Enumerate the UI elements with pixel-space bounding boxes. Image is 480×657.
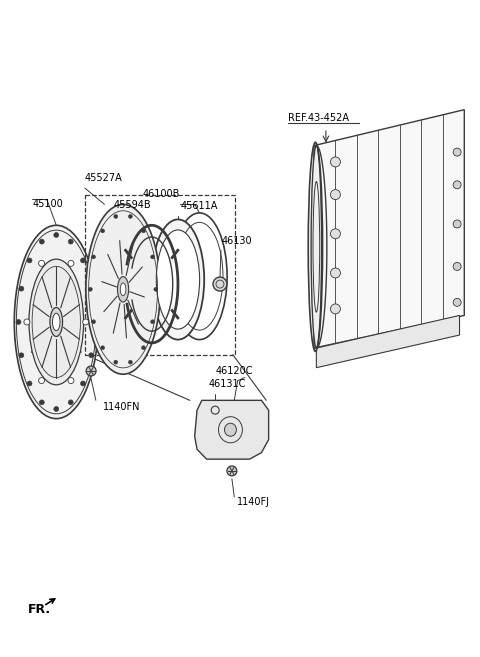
Circle shape [68,400,73,405]
Text: 46100B: 46100B [143,189,180,199]
Text: FR.: FR. [28,603,51,616]
Ellipse shape [156,230,200,329]
Circle shape [89,353,94,358]
Circle shape [330,190,340,200]
Ellipse shape [118,277,129,302]
Circle shape [330,229,340,238]
Circle shape [330,304,340,314]
Ellipse shape [14,225,98,419]
Circle shape [453,181,461,189]
Circle shape [54,233,59,237]
Polygon shape [316,315,459,368]
Circle shape [330,268,340,278]
Circle shape [39,400,44,405]
Circle shape [114,214,118,218]
Circle shape [38,260,45,266]
Circle shape [81,258,85,263]
Circle shape [142,346,145,350]
Circle shape [101,229,105,233]
Circle shape [27,381,32,386]
Text: 45611A: 45611A [180,201,218,211]
Circle shape [101,346,105,350]
Text: 46120C: 46120C [215,366,252,376]
Circle shape [89,286,94,291]
Circle shape [24,319,30,325]
Ellipse shape [120,283,126,296]
Ellipse shape [50,307,62,336]
Circle shape [19,286,24,291]
Circle shape [114,360,118,364]
Circle shape [88,287,92,291]
Circle shape [128,214,132,218]
Circle shape [54,407,59,411]
Circle shape [213,277,227,291]
Circle shape [151,255,155,259]
Circle shape [68,378,74,384]
Circle shape [38,378,45,384]
Circle shape [92,255,96,259]
Circle shape [19,353,24,358]
Ellipse shape [29,259,84,385]
Text: 46130: 46130 [222,236,252,246]
Ellipse shape [311,146,322,348]
Circle shape [16,319,21,325]
Text: 45100: 45100 [33,199,63,210]
Circle shape [453,298,461,306]
Circle shape [92,320,96,324]
Circle shape [154,287,158,291]
Circle shape [227,466,237,476]
Ellipse shape [86,204,160,374]
Circle shape [92,319,96,325]
Text: 46131C: 46131C [209,378,246,388]
Ellipse shape [152,219,204,340]
Circle shape [39,239,44,244]
Circle shape [453,148,461,156]
Text: 1140FN: 1140FN [103,402,141,412]
Circle shape [83,319,89,325]
Circle shape [86,366,96,376]
Circle shape [68,239,73,244]
Ellipse shape [225,423,237,436]
Circle shape [142,229,145,233]
Circle shape [330,157,340,167]
Text: 45594B: 45594B [114,200,151,210]
Polygon shape [195,400,269,459]
Circle shape [128,360,132,364]
Text: 1140FJ: 1140FJ [237,497,270,507]
Ellipse shape [52,313,60,330]
Circle shape [81,381,85,386]
Text: REF.43-452A: REF.43-452A [288,113,349,123]
Circle shape [453,220,461,228]
Circle shape [27,258,32,263]
Circle shape [68,260,74,266]
Circle shape [151,320,155,324]
FancyArrowPatch shape [46,599,55,604]
Polygon shape [314,110,464,348]
Text: 45527A: 45527A [85,173,123,183]
Circle shape [453,262,461,271]
